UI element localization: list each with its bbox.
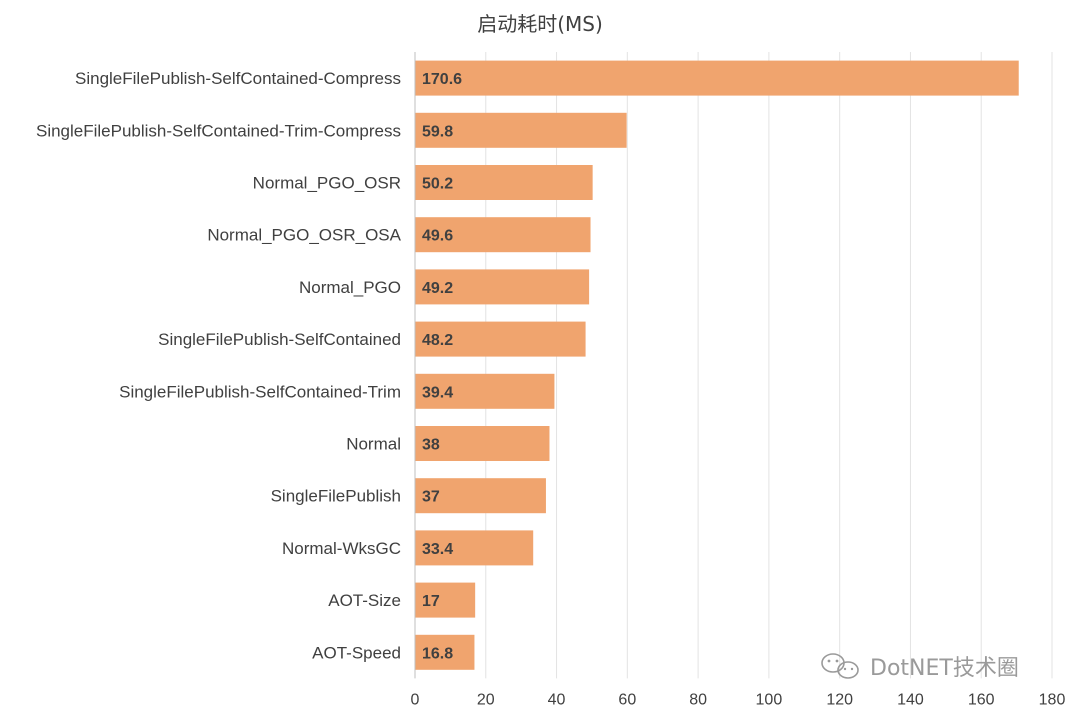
x-tick-label: 0 xyxy=(411,691,420,708)
bar xyxy=(415,321,586,357)
x-tick-label: 40 xyxy=(548,691,566,708)
category-label: SingleFilePublish-SelfContained xyxy=(158,330,401,349)
x-tick-label: 120 xyxy=(826,691,853,708)
value-label: 49.2 xyxy=(422,280,453,297)
category-label: Normal-WksGC xyxy=(282,539,401,558)
value-label: 16.8 xyxy=(422,645,453,662)
value-label: 49.6 xyxy=(422,228,453,245)
category-label: SingleFilePublish xyxy=(271,487,401,506)
category-label: Normal_PGO_OSR_OSA xyxy=(207,226,401,245)
value-labels: 170.6 59.8 50.2 49.6 49.2 48.2 39.4 38 37 33.4 17 1… xyxy=(422,71,462,662)
x-tick-label: 160 xyxy=(968,691,995,708)
bar xyxy=(415,60,1019,96)
value-label: 170.6 xyxy=(422,71,462,88)
bar xyxy=(415,530,534,566)
value-label: 33.4 xyxy=(422,541,453,558)
bars xyxy=(415,60,1019,670)
x-tick-label: 100 xyxy=(756,691,783,708)
category-label: Normal_PGO_OSR xyxy=(253,174,401,193)
category-labels: SingleFilePublish-SelfContained-Compress… xyxy=(36,69,402,662)
value-label: 39.4 xyxy=(422,384,453,401)
value-label: 59.8 xyxy=(422,123,453,140)
category-label: AOT-Speed xyxy=(312,643,401,662)
bar xyxy=(415,582,476,618)
category-label: SingleFilePublish-SelfContained-Trim xyxy=(119,382,401,401)
bar xyxy=(415,478,546,514)
x-tick-label: 60 xyxy=(618,691,636,708)
value-label: 38 xyxy=(422,437,440,454)
wechat-icon xyxy=(821,653,859,679)
x-tick-label: 20 xyxy=(477,691,495,708)
bar xyxy=(415,269,590,305)
category-label: SingleFilePublish-SelfContained-Trim-Com… xyxy=(36,121,401,140)
bar xyxy=(415,112,627,148)
value-label: 17 xyxy=(422,593,440,610)
bar xyxy=(415,373,555,409)
watermark: DotNET技术圈 xyxy=(821,653,1019,681)
gridlines xyxy=(485,52,1053,679)
value-label: 50.2 xyxy=(422,176,453,193)
x-tick-label: 140 xyxy=(897,691,924,708)
bar xyxy=(415,634,475,670)
x-tick-label: 80 xyxy=(689,691,707,708)
bar xyxy=(415,217,591,253)
chart-title: 启动耗时(MS) xyxy=(477,12,603,36)
category-label: Normal xyxy=(346,435,401,454)
category-label: Normal_PGO xyxy=(299,278,401,297)
category-label: AOT-Size xyxy=(328,591,401,610)
x-axis-ticks: 0 20 40 60 80 100 120 140 160 180 xyxy=(411,691,1066,708)
bar xyxy=(415,165,593,200)
x-tick-label: 180 xyxy=(1039,691,1066,708)
value-label: 48.2 xyxy=(422,332,453,349)
category-label: SingleFilePublish-SelfContained-Compress xyxy=(75,69,401,88)
watermark-text: DotNET技术圈 xyxy=(870,656,1019,681)
bar xyxy=(415,426,550,461)
value-label: 37 xyxy=(422,489,440,506)
